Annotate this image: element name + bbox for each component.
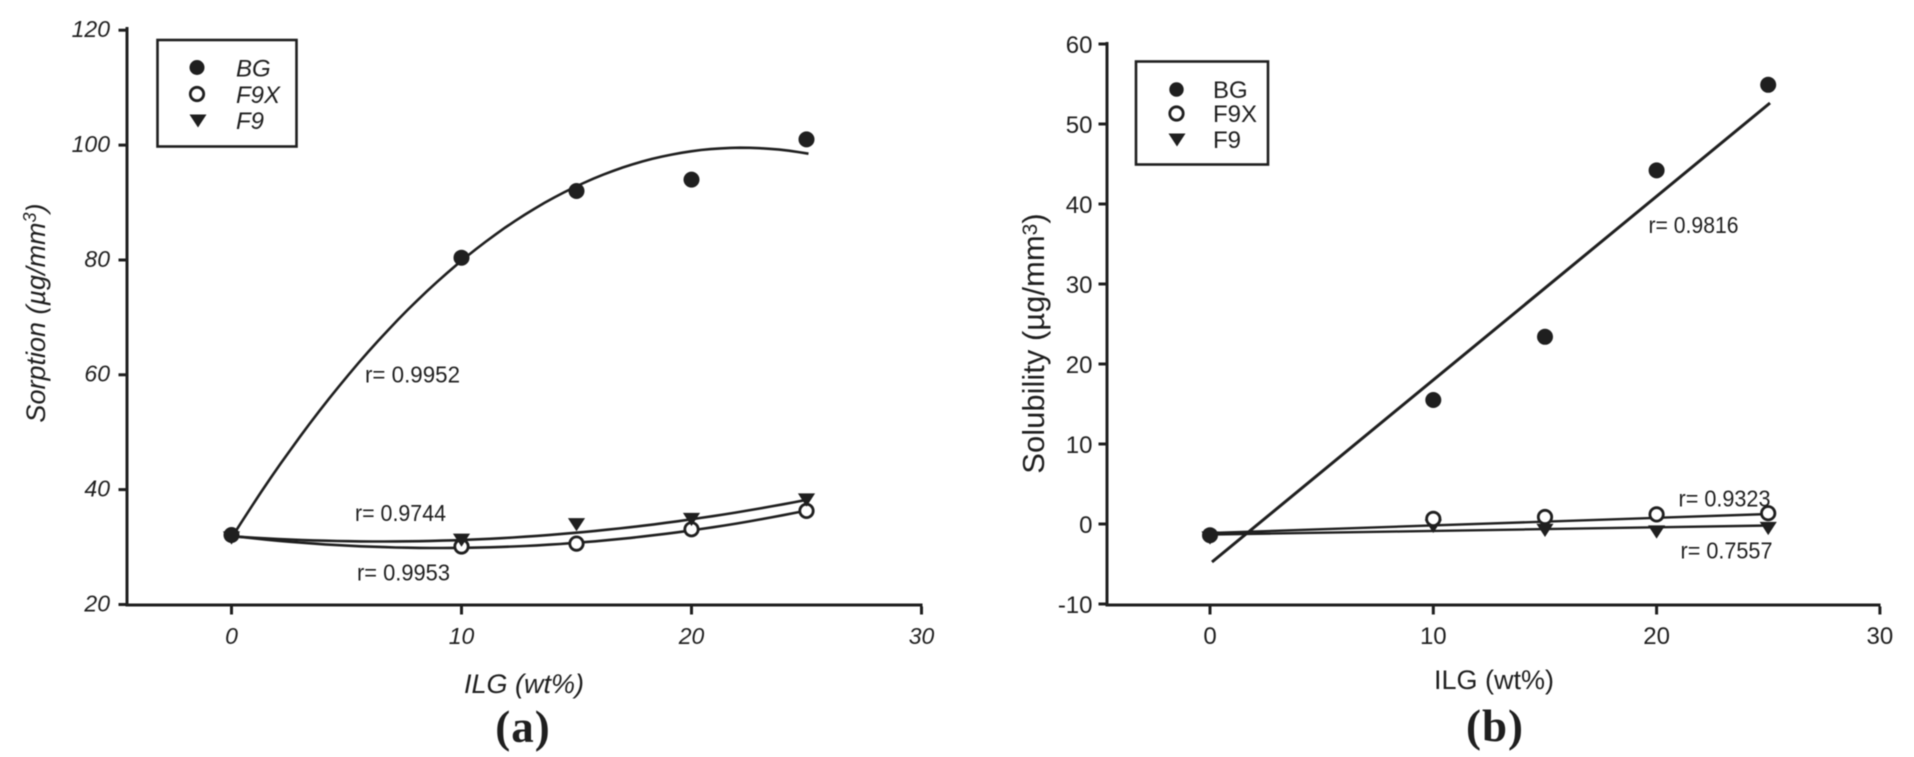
svg-text:20: 20 [1643, 623, 1670, 650]
svg-text:r= 0.9816: r= 0.9816 [1649, 212, 1739, 238]
svg-text:50: 50 [1066, 112, 1093, 139]
svg-text:r= 0.7557: r= 0.7557 [1681, 537, 1773, 563]
svg-text:40: 40 [84, 475, 110, 501]
svg-text:(b): (b) [1466, 701, 1524, 751]
svg-text:20: 20 [678, 623, 705, 649]
svg-text:60: 60 [84, 361, 110, 387]
svg-text:0: 0 [1079, 512, 1092, 539]
svg-text:r= 0.9323: r= 0.9323 [1679, 486, 1771, 512]
svg-text:ILG (wt%): ILG (wt%) [464, 669, 584, 699]
svg-text:10: 10 [449, 623, 475, 649]
svg-text:BG: BG [1213, 77, 1248, 104]
svg-text:10: 10 [1066, 432, 1093, 459]
svg-text:0: 0 [225, 623, 238, 649]
svg-text:F9X: F9X [236, 82, 281, 109]
svg-text:30: 30 [909, 623, 935, 649]
svg-text:20: 20 [1066, 352, 1093, 379]
svg-text:Sorption (µg/mm3): Sorption (µg/mm3) [20, 203, 51, 422]
svg-text:30: 30 [1066, 272, 1093, 299]
svg-text:r= 0.9953: r= 0.9953 [357, 560, 450, 586]
svg-text:-10: -10 [1058, 592, 1093, 619]
svg-text:BG: BG [236, 56, 271, 83]
svg-text:Solubility (µg/mm3): Solubility (µg/mm3) [1016, 213, 1051, 473]
svg-text:120: 120 [72, 16, 111, 42]
svg-text:r= 0.9744: r= 0.9744 [355, 500, 446, 526]
svg-text:ILG (wt%): ILG (wt%) [1434, 665, 1554, 695]
svg-text:F9: F9 [1213, 127, 1241, 154]
svg-text:10: 10 [1420, 623, 1447, 650]
svg-text:20: 20 [83, 590, 110, 616]
svg-text:(a): (a) [495, 702, 550, 752]
svg-text:0: 0 [1203, 623, 1216, 650]
svg-text:30: 30 [1867, 623, 1894, 650]
svg-text:F9: F9 [236, 108, 264, 135]
svg-text:r= 0.9952: r= 0.9952 [365, 362, 460, 388]
svg-text:F9X: F9X [1213, 101, 1257, 128]
svg-text:100: 100 [72, 131, 111, 157]
svg-text:40: 40 [1066, 192, 1093, 219]
svg-text:60: 60 [1066, 32, 1093, 59]
svg-text:80: 80 [84, 246, 110, 272]
